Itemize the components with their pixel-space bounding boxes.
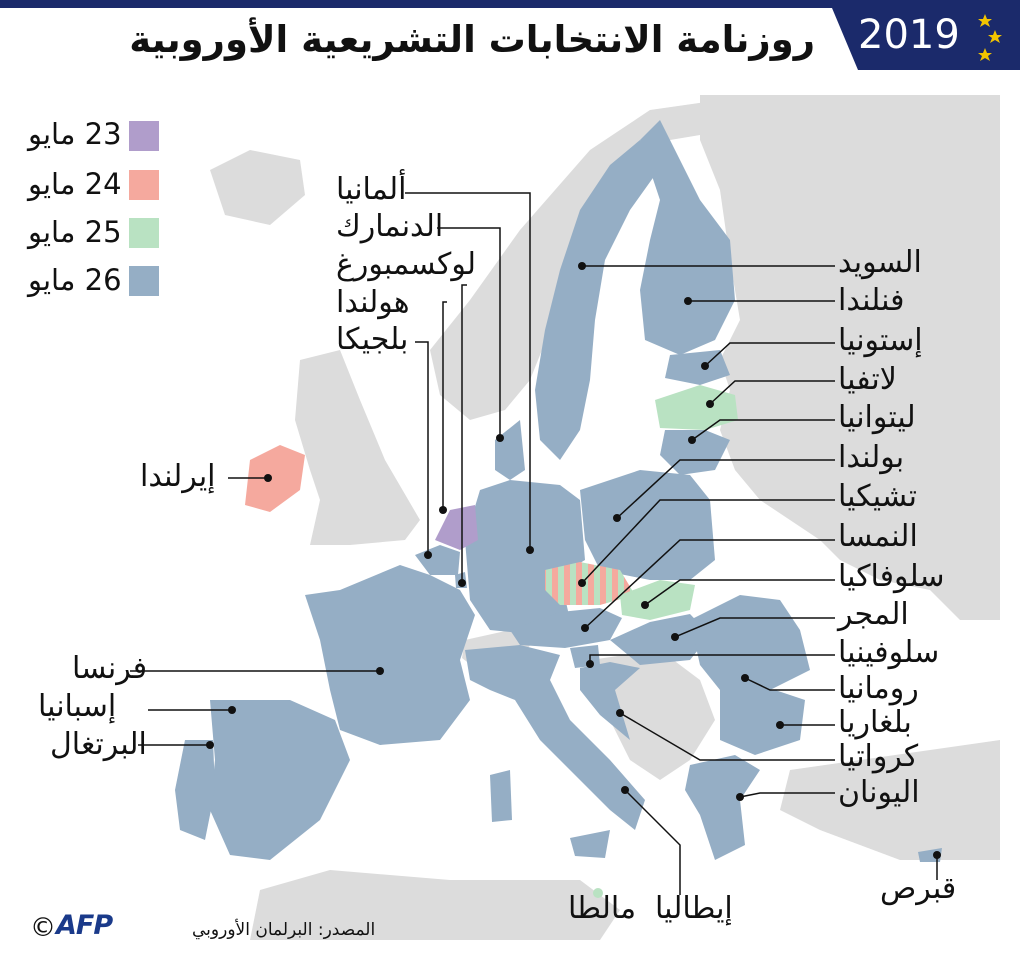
label-portugal: البرتغال xyxy=(50,727,147,762)
legend-label-may23: 23 مايو xyxy=(28,117,122,151)
label-hungary: المجر xyxy=(838,597,909,632)
eu-star-icon xyxy=(978,48,992,61)
label-belgium: بلجيكا xyxy=(336,322,409,357)
turkey xyxy=(780,740,1000,860)
legend-label-may25: 25 مايو xyxy=(28,215,122,249)
north-africa xyxy=(250,870,620,940)
label-netherlands: هولندا xyxy=(336,285,410,320)
greece xyxy=(685,755,760,860)
netherlands xyxy=(435,505,478,550)
label-finland: فنلندا xyxy=(838,283,905,318)
eu-star-icon xyxy=(978,14,992,27)
portugal xyxy=(175,740,215,840)
label-france: فرنسا xyxy=(72,651,148,686)
label-lithuania: ليتوانيا xyxy=(838,400,916,435)
great-britain xyxy=(295,350,420,545)
austria xyxy=(510,608,622,648)
norway xyxy=(430,100,760,420)
iceland xyxy=(210,150,305,225)
label-luxembourg: لوكسمبورغ xyxy=(336,247,476,282)
label-cyprus: قبرص xyxy=(880,871,957,906)
label-poland: بولندا xyxy=(838,440,905,475)
latvia xyxy=(655,385,738,430)
label-slovenia: سلوفينيا xyxy=(838,635,940,670)
eu-star-icon xyxy=(988,30,1002,43)
copyright-symbol: © xyxy=(30,913,56,943)
label-sweden: السويد xyxy=(838,245,922,280)
year-badge xyxy=(832,8,1020,70)
romania xyxy=(690,595,810,690)
label-slovakia: سلوفاكيا xyxy=(838,559,945,594)
sardinia xyxy=(490,770,512,822)
malta xyxy=(593,888,603,898)
label-croatia: كرواتيا xyxy=(838,739,919,774)
lithuania xyxy=(660,430,730,475)
label-greece: اليونان xyxy=(838,775,920,810)
page-title: روزنامة الانتخابات التشريعية الأوروبية xyxy=(129,18,815,61)
header-bar xyxy=(0,0,1020,8)
label-bulgaria: بلغاريا xyxy=(838,705,912,740)
label-denmark: الدنمارك xyxy=(336,209,444,244)
slovakia xyxy=(620,580,695,620)
ireland xyxy=(245,445,305,512)
label-germany: ألمانيا xyxy=(336,172,407,207)
label-malta: مالطا xyxy=(568,891,637,926)
legend-swatch-may26 xyxy=(129,266,159,296)
estonia xyxy=(665,350,730,385)
legend-label-may26: 26 مايو xyxy=(28,263,122,297)
czechia xyxy=(545,562,635,605)
croatia xyxy=(580,662,640,740)
label-czechia: تشيكيا xyxy=(838,479,917,514)
belgium xyxy=(415,545,460,575)
label-italy: إيطاليا xyxy=(655,891,733,926)
sweden xyxy=(535,140,655,460)
label-spain: إسبانيا xyxy=(38,689,117,724)
legend-swatch-may24 xyxy=(129,170,159,200)
legend-label-may24: 24 مايو xyxy=(28,167,122,201)
russia-east xyxy=(700,95,1000,620)
label-estonia: إستونيا xyxy=(838,323,923,358)
sicily xyxy=(570,830,610,858)
label-austria: النمسا xyxy=(838,519,918,554)
spain xyxy=(210,700,350,860)
finland xyxy=(640,120,735,355)
france xyxy=(305,565,475,745)
slovenia xyxy=(570,645,600,668)
year-label: 2019 xyxy=(858,12,960,58)
source-note: المصدر: البرلمان الأوروبي xyxy=(192,920,376,940)
legend-swatch-may23 xyxy=(129,121,159,151)
legend-swatch-may25 xyxy=(129,218,159,248)
italy xyxy=(465,645,645,830)
poland xyxy=(580,470,715,580)
hungary xyxy=(610,614,710,665)
label-ireland: إيرلندا xyxy=(140,459,216,494)
afp-logo: AFP xyxy=(56,910,113,941)
label-latvia: لاتفيا xyxy=(838,362,897,397)
bulgaria xyxy=(720,690,805,755)
label-romania: رومانيا xyxy=(838,671,919,706)
